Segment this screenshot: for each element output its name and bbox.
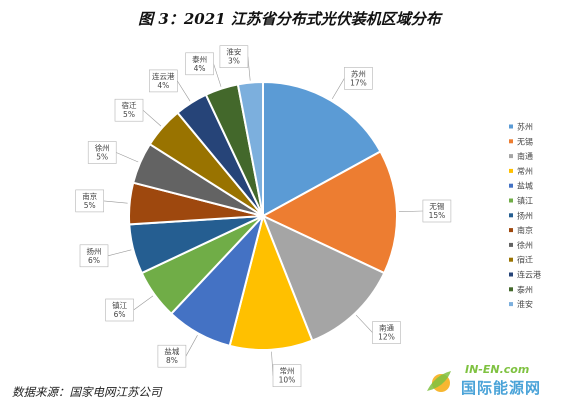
data-label-value-2: 12% xyxy=(378,333,395,342)
data-label-name-0: 苏州 xyxy=(351,68,366,78)
leader-line-2 xyxy=(355,314,373,333)
data-label-value-1: 15% xyxy=(429,211,446,220)
watermark-domain: IN-EN.com xyxy=(465,363,530,376)
leader-lines xyxy=(103,56,423,376)
data-label-box-6 xyxy=(79,244,109,268)
leader-line-0 xyxy=(331,78,345,100)
leader-line-4 xyxy=(185,335,198,357)
data-label-name-10: 连云港 xyxy=(152,71,175,81)
data-label-value-6: 6% xyxy=(88,256,100,265)
data-label-value-10: 4% xyxy=(157,81,169,90)
data-label-name-9: 宿迁 xyxy=(122,100,137,110)
data-label-box-12 xyxy=(219,45,249,69)
data-label-name-8: 徐州 xyxy=(95,143,110,153)
legend-swatch-5 xyxy=(509,198,513,203)
legend-label-10: 连云港 xyxy=(517,270,541,280)
legend-label-4: 盐城 xyxy=(517,181,533,191)
data-label-box-10 xyxy=(149,69,178,93)
data-label-value-5: 6% xyxy=(114,310,126,319)
data-label-box-4 xyxy=(157,344,187,368)
leader-line-5 xyxy=(133,295,154,311)
legend-label-0: 苏州 xyxy=(517,122,533,132)
data-label-value-3: 10% xyxy=(279,376,296,385)
data-labels: 苏州17%无锡15%南通12%常州10%盐城8%镇江6%扬州6%南京5%徐州5%… xyxy=(75,45,452,388)
legend-label-9: 宿迁 xyxy=(517,255,533,265)
legend-swatch-11 xyxy=(509,287,513,292)
leader-line-8 xyxy=(116,152,139,163)
data-label-name-6: 扬州 xyxy=(87,246,102,256)
data-label-box-3 xyxy=(272,364,302,388)
legend-label-5: 镇江 xyxy=(517,196,533,206)
legend-swatch-1 xyxy=(509,139,513,144)
data-label-box-9 xyxy=(114,98,144,122)
watermark-logo: IN-EN.com 国际能源网 xyxy=(421,361,571,401)
pie-slice-3 xyxy=(228,212,314,351)
legend-label-7: 南京 xyxy=(517,225,533,235)
data-label-value-12: 3% xyxy=(228,57,240,66)
leader-line-7 xyxy=(103,200,128,204)
data-label-name-1: 无锡 xyxy=(429,202,444,211)
leader-line-1 xyxy=(398,210,423,212)
data-label-box-0 xyxy=(344,67,373,90)
leader-line-12 xyxy=(247,56,251,81)
data-label-value-4: 8% xyxy=(166,356,178,365)
legend-label-11: 泰州 xyxy=(517,284,533,294)
data-label-name-4: 盐城 xyxy=(164,346,179,356)
sun-leaf-icon xyxy=(427,371,451,392)
data-label-name-12: 淮安 xyxy=(226,47,241,57)
data-label-box-1 xyxy=(422,199,452,223)
data-label-box-5 xyxy=(105,298,134,322)
data-label-value-11: 4% xyxy=(194,64,206,73)
pie-slices xyxy=(127,80,398,351)
data-label-name-3: 常州 xyxy=(280,367,295,376)
data-label-box-7 xyxy=(75,189,104,213)
legend-swatch-0 xyxy=(509,124,513,129)
data-source: 数据来源：国家电网江苏公司 xyxy=(12,385,162,399)
pie-slice-2 xyxy=(261,214,386,342)
data-label-value-9: 5% xyxy=(123,110,135,119)
pie-slice-1 xyxy=(260,150,398,275)
leader-line-6 xyxy=(107,249,132,257)
legend-swatch-6 xyxy=(509,213,513,218)
pie-slice-12 xyxy=(236,80,264,217)
legend-swatch-3 xyxy=(509,168,513,173)
data-label-value-0: 17% xyxy=(350,78,367,87)
leader-line-9 xyxy=(142,109,162,127)
legend-swatch-7 xyxy=(509,228,513,233)
chart-title: 图 3：2021 江苏省分布式光伏装机区域分布 xyxy=(138,10,441,28)
legend-swatch-12 xyxy=(509,302,513,307)
data-label-name-2: 南通 xyxy=(379,323,394,333)
data-label-box-11 xyxy=(185,52,214,76)
watermark-name: 国际能源网 xyxy=(461,379,542,397)
legend-swatch-2 xyxy=(509,154,513,159)
data-label-box-8 xyxy=(87,141,117,164)
legend-swatch-9 xyxy=(509,257,513,262)
leader-line-11 xyxy=(213,63,222,87)
legend-label-3: 常州 xyxy=(517,167,533,176)
pie-slice-0 xyxy=(262,80,382,218)
legend-label-8: 徐州 xyxy=(517,240,533,250)
legend-swatch-4 xyxy=(509,183,513,188)
data-label-box-2 xyxy=(372,321,401,344)
legend-label-1: 无锡 xyxy=(517,137,533,146)
data-label-name-11: 泰州 xyxy=(192,54,207,64)
data-label-name-5: 镇江 xyxy=(112,300,127,310)
leader-line-10 xyxy=(177,80,191,102)
legend-label-12: 淮安 xyxy=(517,299,533,309)
data-label-value-8: 5% xyxy=(96,153,108,162)
data-label-name-7: 南京 xyxy=(82,191,97,201)
legend-label-6: 扬州 xyxy=(517,210,533,220)
legend-label-2: 南通 xyxy=(517,151,533,161)
data-label-value-7: 5% xyxy=(84,201,96,210)
legend-swatch-8 xyxy=(509,242,513,247)
legend-swatch-10 xyxy=(509,272,513,277)
